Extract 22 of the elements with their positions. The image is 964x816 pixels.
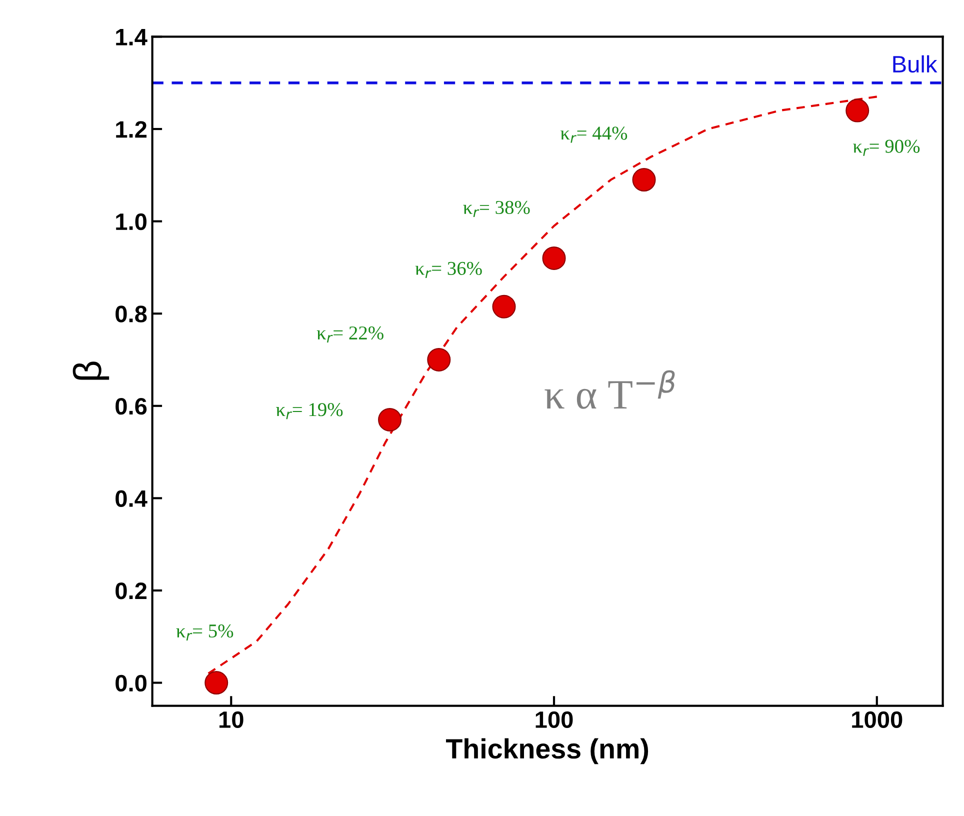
annotation: κ$_{r}$= 5% — [176, 624, 234, 641]
x-axis-title: Thickness (nm) — [446, 738, 648, 764]
annotation: κ$_{r}$= 38% — [463, 200, 530, 218]
y-tick-label: 0.4 — [116, 490, 148, 507]
annotation: κ$_{r}$= 36% — [415, 262, 482, 278]
y-tick-label: 0.2 — [116, 582, 147, 600]
annotation: κ$_{r}$= 19% — [276, 403, 343, 420]
y-axis-title: β — [72, 362, 110, 380]
x-tick-label: 100 — [536, 711, 573, 728]
annotation: κ α T$^{−β}$ — [544, 370, 675, 409]
annotation: κ$_{r}$= 44% — [560, 126, 628, 143]
y-tick-label: 1.2 — [116, 121, 147, 138]
ref-line-label: Bulk — [893, 55, 938, 73]
x-tick-label: 1000 — [852, 711, 902, 728]
y-tick-label: 0.0 — [116, 674, 146, 692]
y-tick-label: 1.4 — [116, 29, 148, 46]
annotation: κ$_{r}$= 22% — [316, 326, 384, 343]
y-tick-label: 0.6 — [116, 398, 147, 415]
y-tick-label: 1.0 — [116, 213, 146, 230]
y-tick-label: 0.8 — [116, 306, 147, 322]
annotation: κ$_{r}$= 90% — [853, 140, 920, 156]
x-tick-label: 10 — [219, 711, 244, 728]
